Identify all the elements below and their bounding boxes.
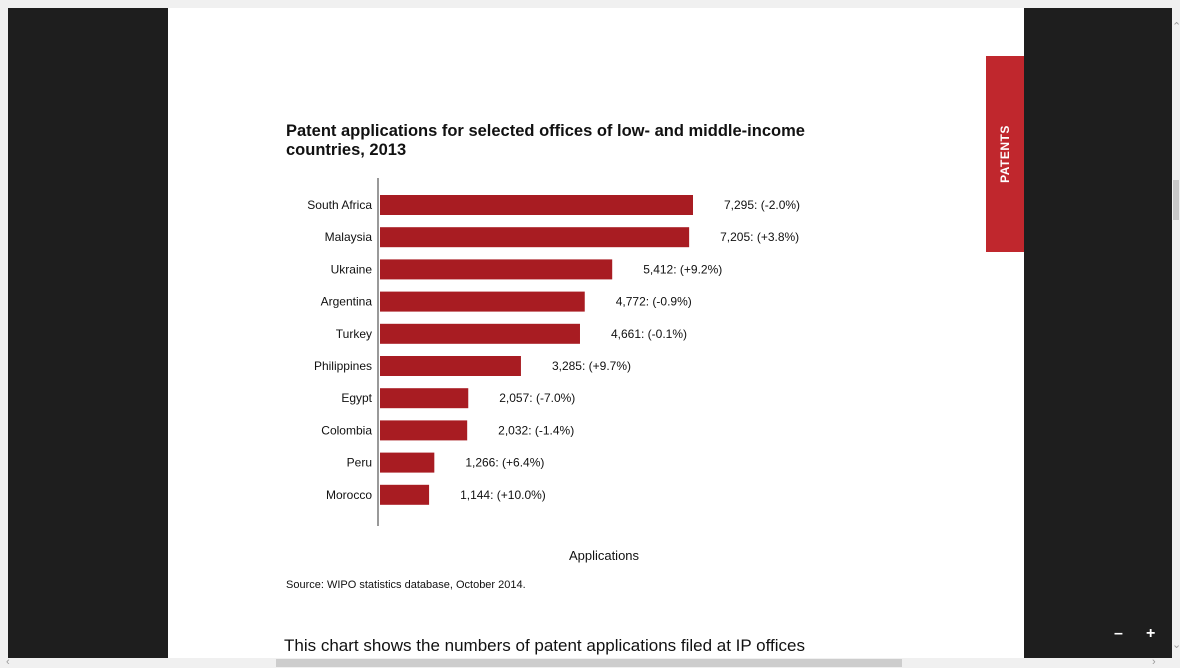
data-label-2: 5,412: (+9.2%) [643,262,722,276]
vertical-scrollbar[interactable] [1172,8,1180,658]
bar-9 [380,484,430,505]
bar-4 [380,323,580,344]
bar-chart: South Africa 7,295: (-2.0%) Malaysia 7,205:… [307,178,800,563]
category-label-1: Malaysia [325,230,373,244]
category-label-4: Turkey [336,327,372,341]
category-label-3: Argentina [321,295,373,309]
data-label-4: 4,661: (-0.1%) [611,327,687,341]
vertical-scroll-thumb[interactable] [1173,180,1179,220]
data-label-5: 3,285: (+9.7%) [552,359,631,373]
horizontal-scroll-thumb[interactable] [276,659,902,667]
source-note: Source: WIPO statistics database, Octobe… [286,579,526,591]
zoom-out-button[interactable]: – [1114,625,1123,642]
bar-0 [380,195,693,215]
document-page: Patent applications for selected offices… [168,8,1024,658]
category-label-8: Peru [347,456,372,470]
category-label-2: Ukraine [331,262,373,276]
category-label-7: Colombia [321,423,372,437]
bar-8 [380,452,435,473]
scroll-right-arrow-icon[interactable]: › [1152,656,1156,668]
data-label-0: 7,295: (-2.0%) [724,198,800,212]
x-axis-label: Applications [569,548,640,563]
category-label-5: Philippines [314,359,372,373]
data-label-6: 2,057: (-7.0%) [499,391,575,405]
category-label-6: Egypt [341,391,372,405]
data-label-7: 2,032: (-1.4%) [498,423,574,437]
category-label-9: Morocco [326,488,372,502]
scroll-up-arrow-icon[interactable]: ⌃ [1172,21,1180,33]
bar-1 [380,227,690,248]
body-paragraph: This chart shows the numbers of patent a… [284,636,805,655]
bar-2 [380,259,613,280]
left-viewer-margin [8,8,168,658]
data-label-3: 4,772: (-0.9%) [616,295,692,309]
data-label-8: 1,266: (+6.4%) [465,456,544,470]
top-gutter [0,0,1180,8]
scroll-left-arrow-icon[interactable]: ‹ [6,656,10,668]
data-label-9: 1,144: (+10.0%) [460,488,546,502]
bar-7 [380,420,468,441]
patents-tab-label: PATENTS [998,125,1012,183]
right-viewer-margin [1024,8,1172,658]
category-label-0: South Africa [307,198,372,212]
patents-tab[interactable] [986,56,1024,252]
bar-6 [380,388,469,409]
bar-5 [380,356,521,376]
data-label-1: 7,205: (+3.8%) [720,230,799,244]
scroll-down-arrow-icon[interactable]: ⌄ [1172,639,1180,651]
chart-title: Patent applications for selected offices… [286,122,805,159]
bar-3 [380,291,585,312]
zoom-in-button[interactable]: + [1146,625,1156,642]
